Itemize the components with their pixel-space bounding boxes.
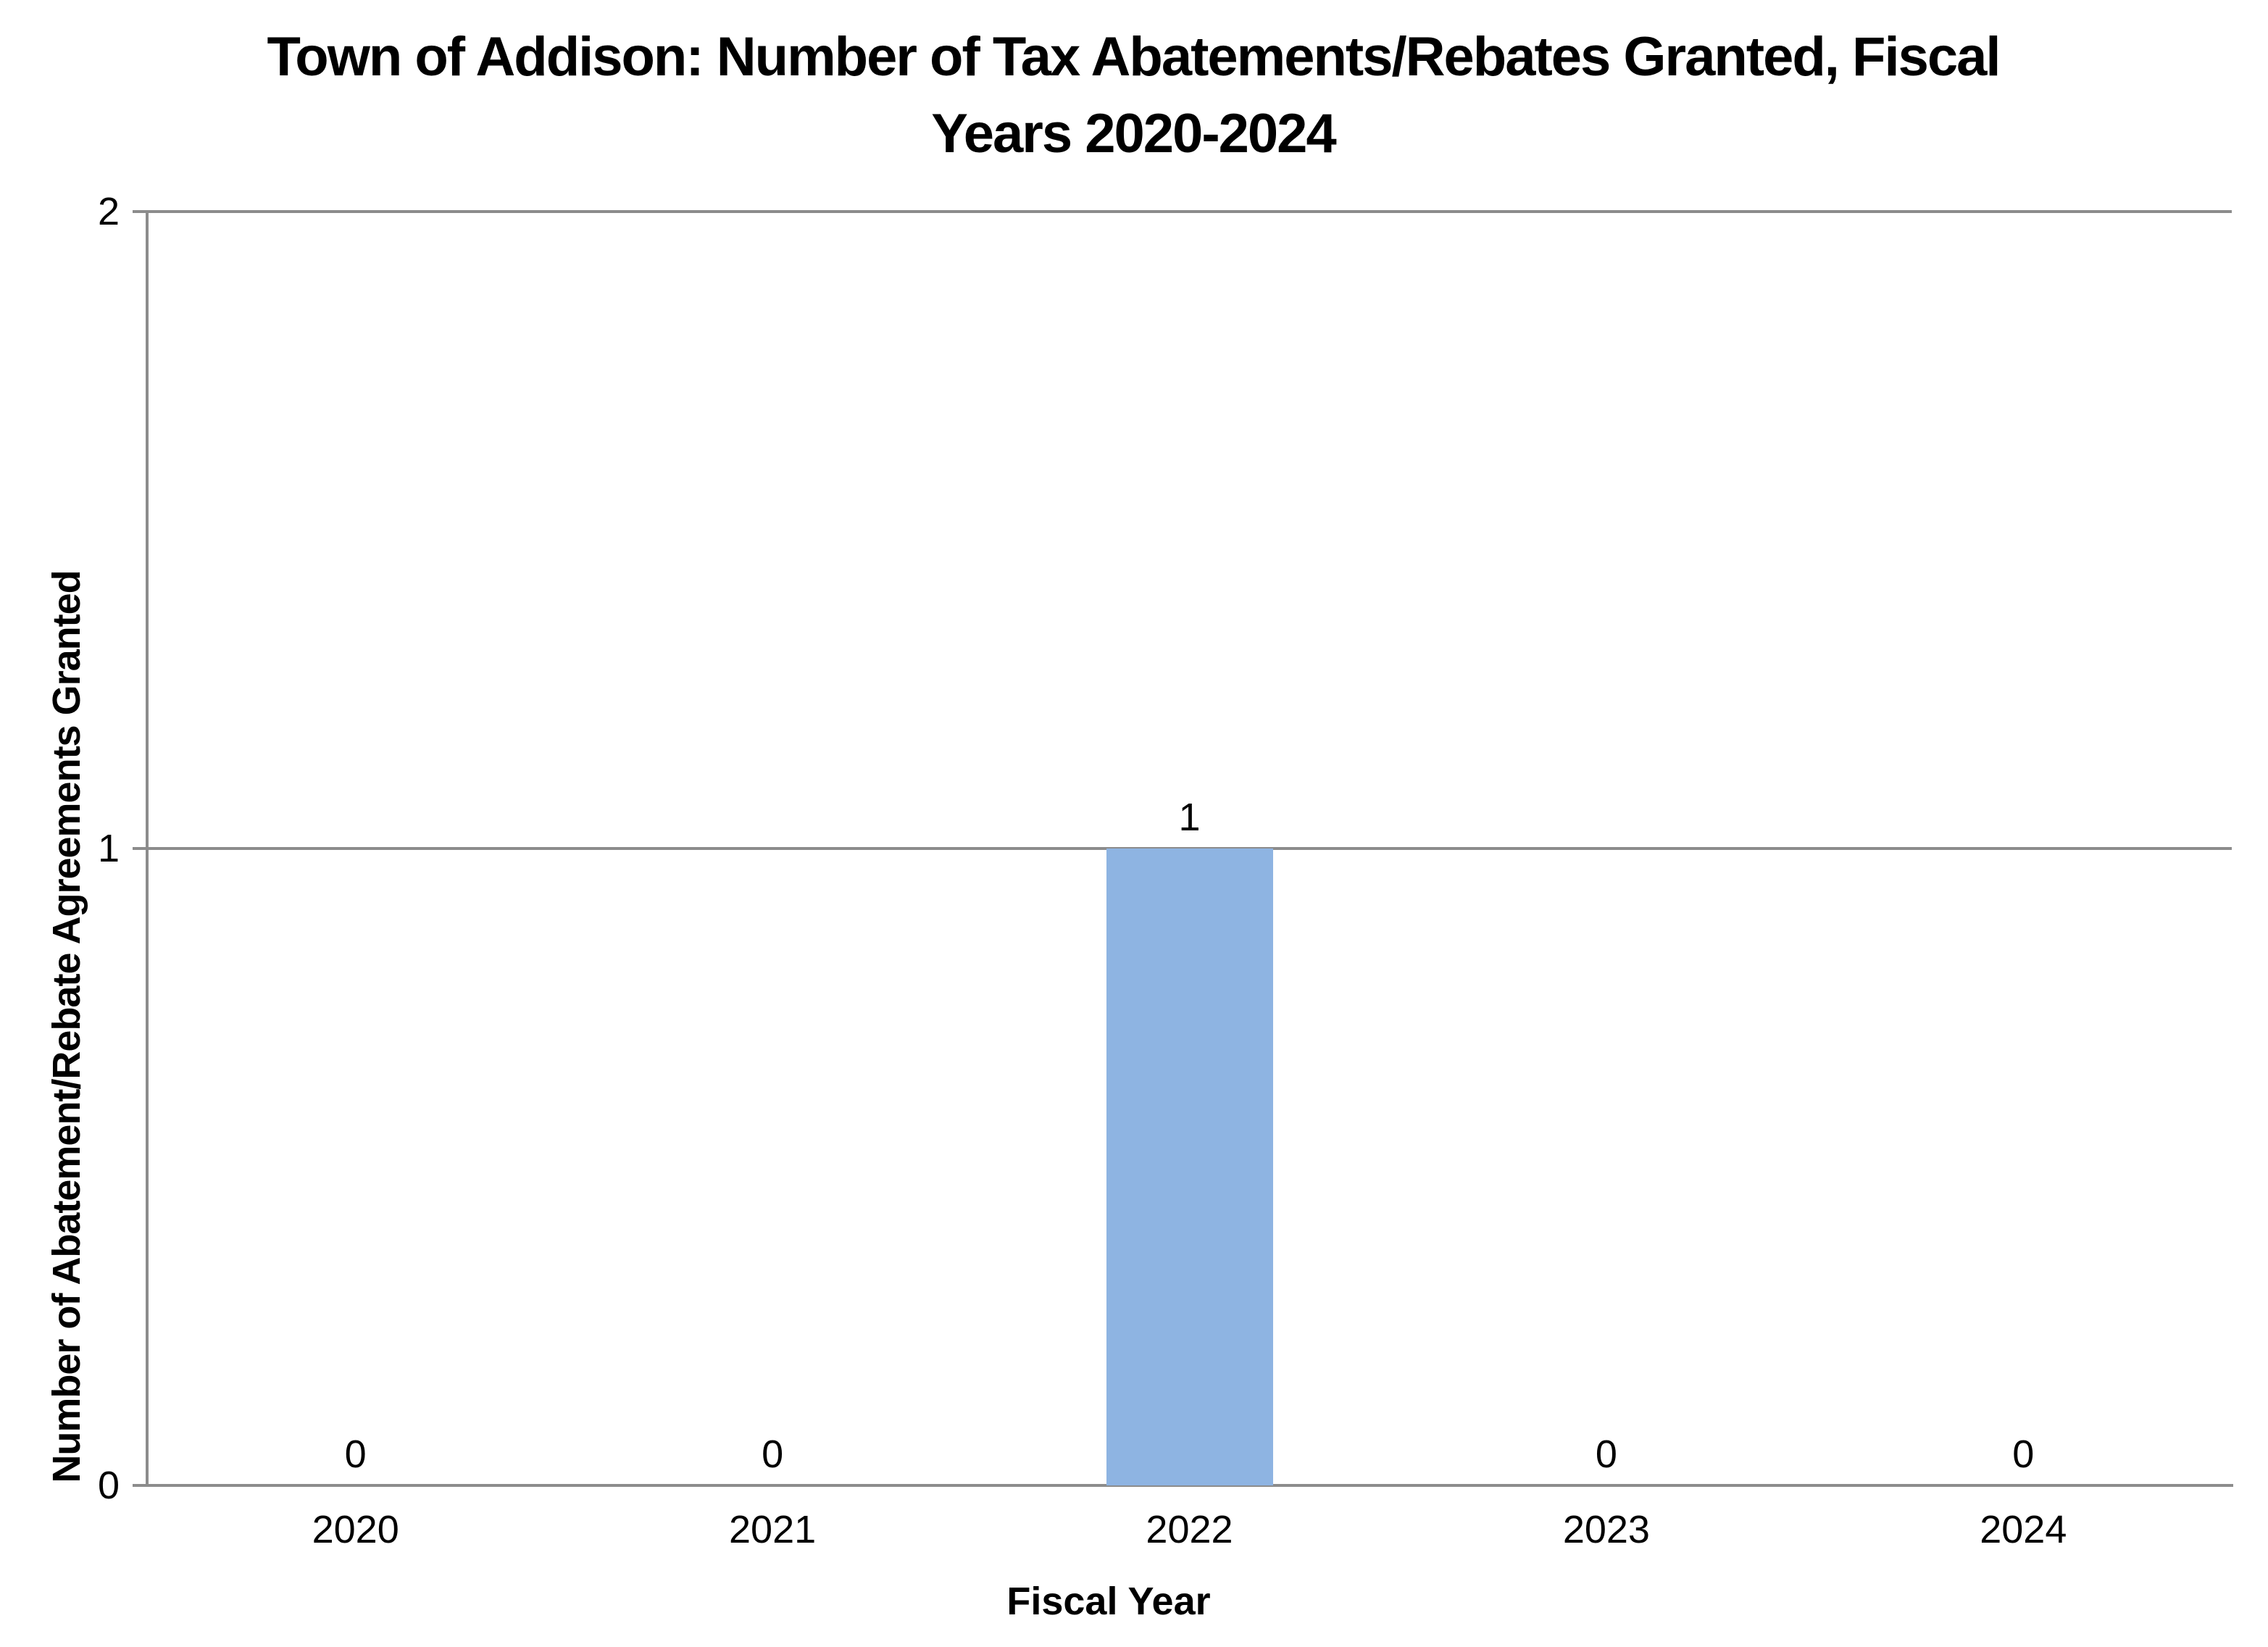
x-tick-label-2022: 2022 — [1146, 1508, 1233, 1551]
bar-value-label-2022: 1 — [1178, 796, 1201, 839]
y-tick-mark-2 — [133, 210, 147, 213]
bar-2022 — [1106, 848, 1273, 1485]
x-tick-label-2023: 2023 — [1562, 1508, 1650, 1551]
x-axis-title: Fiscal Year — [1006, 1580, 1211, 1623]
x-axis-line — [133, 1484, 2233, 1487]
plot-area: 0 1 2 0 2020 0 2021 1 2022 0 2023 0 2024 — [98, 192, 2233, 1549]
y-tick-label-0: 0 — [97, 1464, 120, 1507]
y-tick-mark-1 — [133, 847, 147, 850]
bar-value-label-2024: 0 — [2012, 1433, 2035, 1476]
y-tick-label-2: 2 — [97, 190, 120, 233]
y-axis-line — [146, 210, 149, 1485]
y-axis-title: Number of Abatement/Rebate Agreements Gr… — [45, 570, 88, 1483]
y-tick-label-1: 1 — [97, 827, 120, 870]
bar-value-label-2021: 0 — [762, 1433, 784, 1476]
chart-title-line-2: Years 2020-2024 — [931, 103, 1336, 164]
bar-value-label-2020: 0 — [344, 1433, 367, 1476]
x-tick-label-2020: 2020 — [312, 1508, 399, 1551]
gridline-y-2 — [147, 210, 2232, 213]
x-tick-label-2024: 2024 — [1980, 1508, 2067, 1551]
chart-title-line-1: Town of Addison: Number of Tax Abatement… — [267, 26, 2001, 88]
x-tick-label-2021: 2021 — [729, 1508, 817, 1551]
chart-title: Town of Addison: Number of Tax Abatement… — [267, 19, 2001, 172]
bar-value-label-2023: 0 — [1595, 1433, 1617, 1476]
